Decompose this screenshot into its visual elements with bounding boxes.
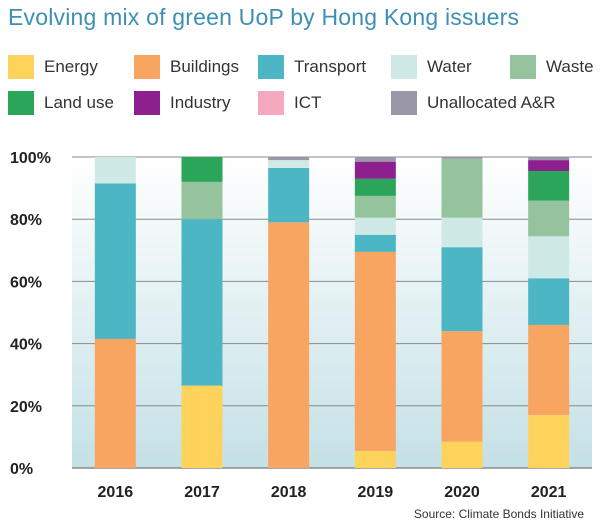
x-tick-label: 2016: [98, 484, 134, 501]
legend: Energy Buildings Transport Water Waste Land u…: [8, 54, 598, 126]
legend-label: Land use: [44, 93, 114, 112]
y-tick-label: 20%: [10, 399, 42, 416]
bar-segment-energy-2019: [354, 450, 396, 468]
bar-segment-industry-2021: [528, 160, 570, 171]
bar-segment-waste-2017: [181, 181, 223, 220]
legend-item-unallocated-a-r: Unallocated A&R: [391, 90, 556, 116]
legend-swatch: [8, 91, 34, 115]
bar-segment-buildings-2021: [528, 324, 570, 416]
bar-segment-unallocated-a-r-2021: [528, 157, 570, 161]
legend-swatch: [134, 55, 160, 79]
bar-segment-waste-2021: [528, 200, 570, 237]
legend-item-buildings: Buildings: [134, 54, 239, 80]
bar-segment-land-use-2017: [181, 157, 223, 182]
bar-segment-energy-2021: [528, 415, 570, 468]
y-tick-label: 0%: [10, 461, 33, 478]
legend-label: Buildings: [170, 57, 239, 76]
bar-segment-water-2016: [94, 157, 136, 184]
bar-segment-buildings-2018: [268, 222, 310, 468]
legend-label: ICT: [294, 93, 322, 112]
bar-segment-waste-2020: [441, 158, 483, 218]
x-tick-label: 2019: [358, 484, 394, 501]
y-tick-label: 80%: [10, 212, 42, 229]
bar-segment-transport-2021: [528, 278, 570, 325]
bar-segment-water-2021: [528, 236, 570, 279]
bar-segment-transport-2020: [441, 247, 483, 332]
bar-segment-transport-2017: [181, 219, 223, 386]
legend-item-ict: ICT: [258, 90, 321, 116]
legend-swatch: [8, 55, 34, 79]
legend-item-energy: Energy: [8, 54, 98, 80]
bar-segment-buildings-2016: [94, 338, 136, 468]
x-tick-label: 2017: [184, 484, 220, 501]
bar-segment-buildings-2020: [441, 331, 483, 442]
x-tick-label: 2021: [531, 484, 567, 501]
legend-label: Transport: [294, 57, 367, 76]
bar-segment-buildings-2019: [354, 251, 396, 451]
legend-label: Waste: [546, 57, 594, 76]
chart-title: Evolving mix of green UoP by Hong Kong i…: [8, 4, 520, 30]
legend-item-water: Water: [391, 54, 472, 80]
bar-segment-land-use-2021: [528, 170, 570, 201]
bar-segment-transport-2016: [94, 183, 136, 339]
bar-segment-waste-2019: [354, 195, 396, 218]
legend-label: Energy: [44, 57, 98, 76]
legend-swatch: [510, 55, 536, 79]
bar-segment-transport-2019: [354, 234, 396, 252]
legend-swatch: [258, 55, 284, 79]
bar-segment-water-2019: [354, 217, 396, 235]
x-tick-label: 2020: [444, 484, 480, 501]
legend-item-waste: Waste: [510, 54, 594, 80]
legend-item-transport: Transport: [258, 54, 366, 80]
y-tick-label: 100%: [10, 150, 51, 167]
bar-segment-energy-2017: [181, 385, 223, 468]
legend-swatch: [391, 91, 417, 115]
plot-background: [72, 157, 592, 468]
legend-swatch: [391, 55, 417, 79]
legend-item-industry: Industry: [134, 90, 230, 116]
bar-segment-transport-2018: [268, 167, 310, 223]
legend-item-land-use: Land use: [8, 90, 114, 116]
bar-segment-industry-2019: [354, 161, 396, 179]
bar-segment-water-2020: [441, 217, 483, 248]
legend-label: Unallocated A&R: [427, 93, 556, 112]
bar-segment-unallocated-a-r-2019: [354, 157, 396, 162]
bar-segment-energy-2020: [441, 441, 483, 468]
bar-segment-land-use-2019: [354, 178, 396, 196]
bar-segment-water-2018: [268, 160, 310, 168]
bar-segment-unallocated-a-r-2020: [441, 157, 483, 159]
x-tick-label: 2018: [271, 484, 307, 501]
bar-segment-unallocated-a-r-2018: [268, 157, 310, 161]
legend-swatch: [258, 91, 284, 115]
source-note: Source: Climate Bonds Initiative: [413, 507, 584, 521]
y-tick-label: 40%: [10, 337, 42, 354]
legend-label: Water: [427, 57, 472, 76]
legend-label: Industry: [170, 93, 231, 112]
y-tick-label: 60%: [10, 274, 42, 291]
legend-swatch: [134, 91, 160, 115]
